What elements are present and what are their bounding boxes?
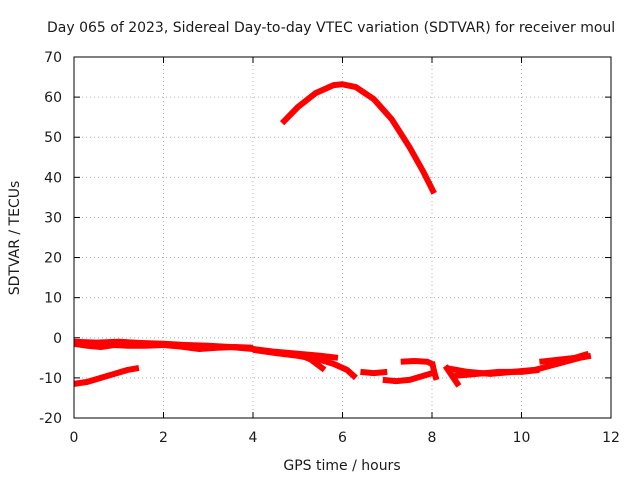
y-tick-label: 20 [44,251,62,267]
series-line-baseline-b [74,344,253,349]
series-line-late-d [539,354,588,362]
series-line-mid-dip [360,372,387,373]
y-tick-label: 60 [44,90,62,106]
x-tick-label: 12 [602,430,620,446]
chart-grid [74,57,611,418]
y-axis-label: SDTVAR / TECUs [7,181,23,296]
sdtvar-chart: Day 065 of 2023, Sidereal Day-to-day VTE… [0,0,640,480]
y-tick-label: 30 [44,210,62,226]
y-tick-label: 0 [53,331,62,347]
chart-title: Day 065 of 2023, Sidereal Day-to-day VTE… [47,20,615,36]
x-tick-label: 0 [70,430,79,446]
series-line-low-arc [74,368,139,384]
series-line-cluster-high [401,361,432,364]
axis-ticks: 0 2 4 6 8 10 12 -20 -10 0 10 20 30 40 50 60 70 [39,50,620,446]
x-axis-label: GPS time / hours [283,458,400,474]
y-tick-label: 40 [44,170,62,186]
x-tick-label: 6 [338,430,347,446]
data-series [74,84,591,386]
series-line-cluster-low [383,372,437,381]
x-tick-label: 8 [428,430,437,446]
x-tick-label: 10 [513,430,531,446]
x-tick-label: 4 [249,430,258,446]
y-tick-label: -10 [39,371,62,387]
y-tick-label: -20 [39,411,62,427]
series-line-cluster-v1 [432,362,437,380]
y-tick-label: 50 [44,130,62,146]
y-tick-label: 70 [44,50,62,66]
x-tick-label: 2 [159,430,168,446]
y-tick-label: 10 [44,291,62,307]
